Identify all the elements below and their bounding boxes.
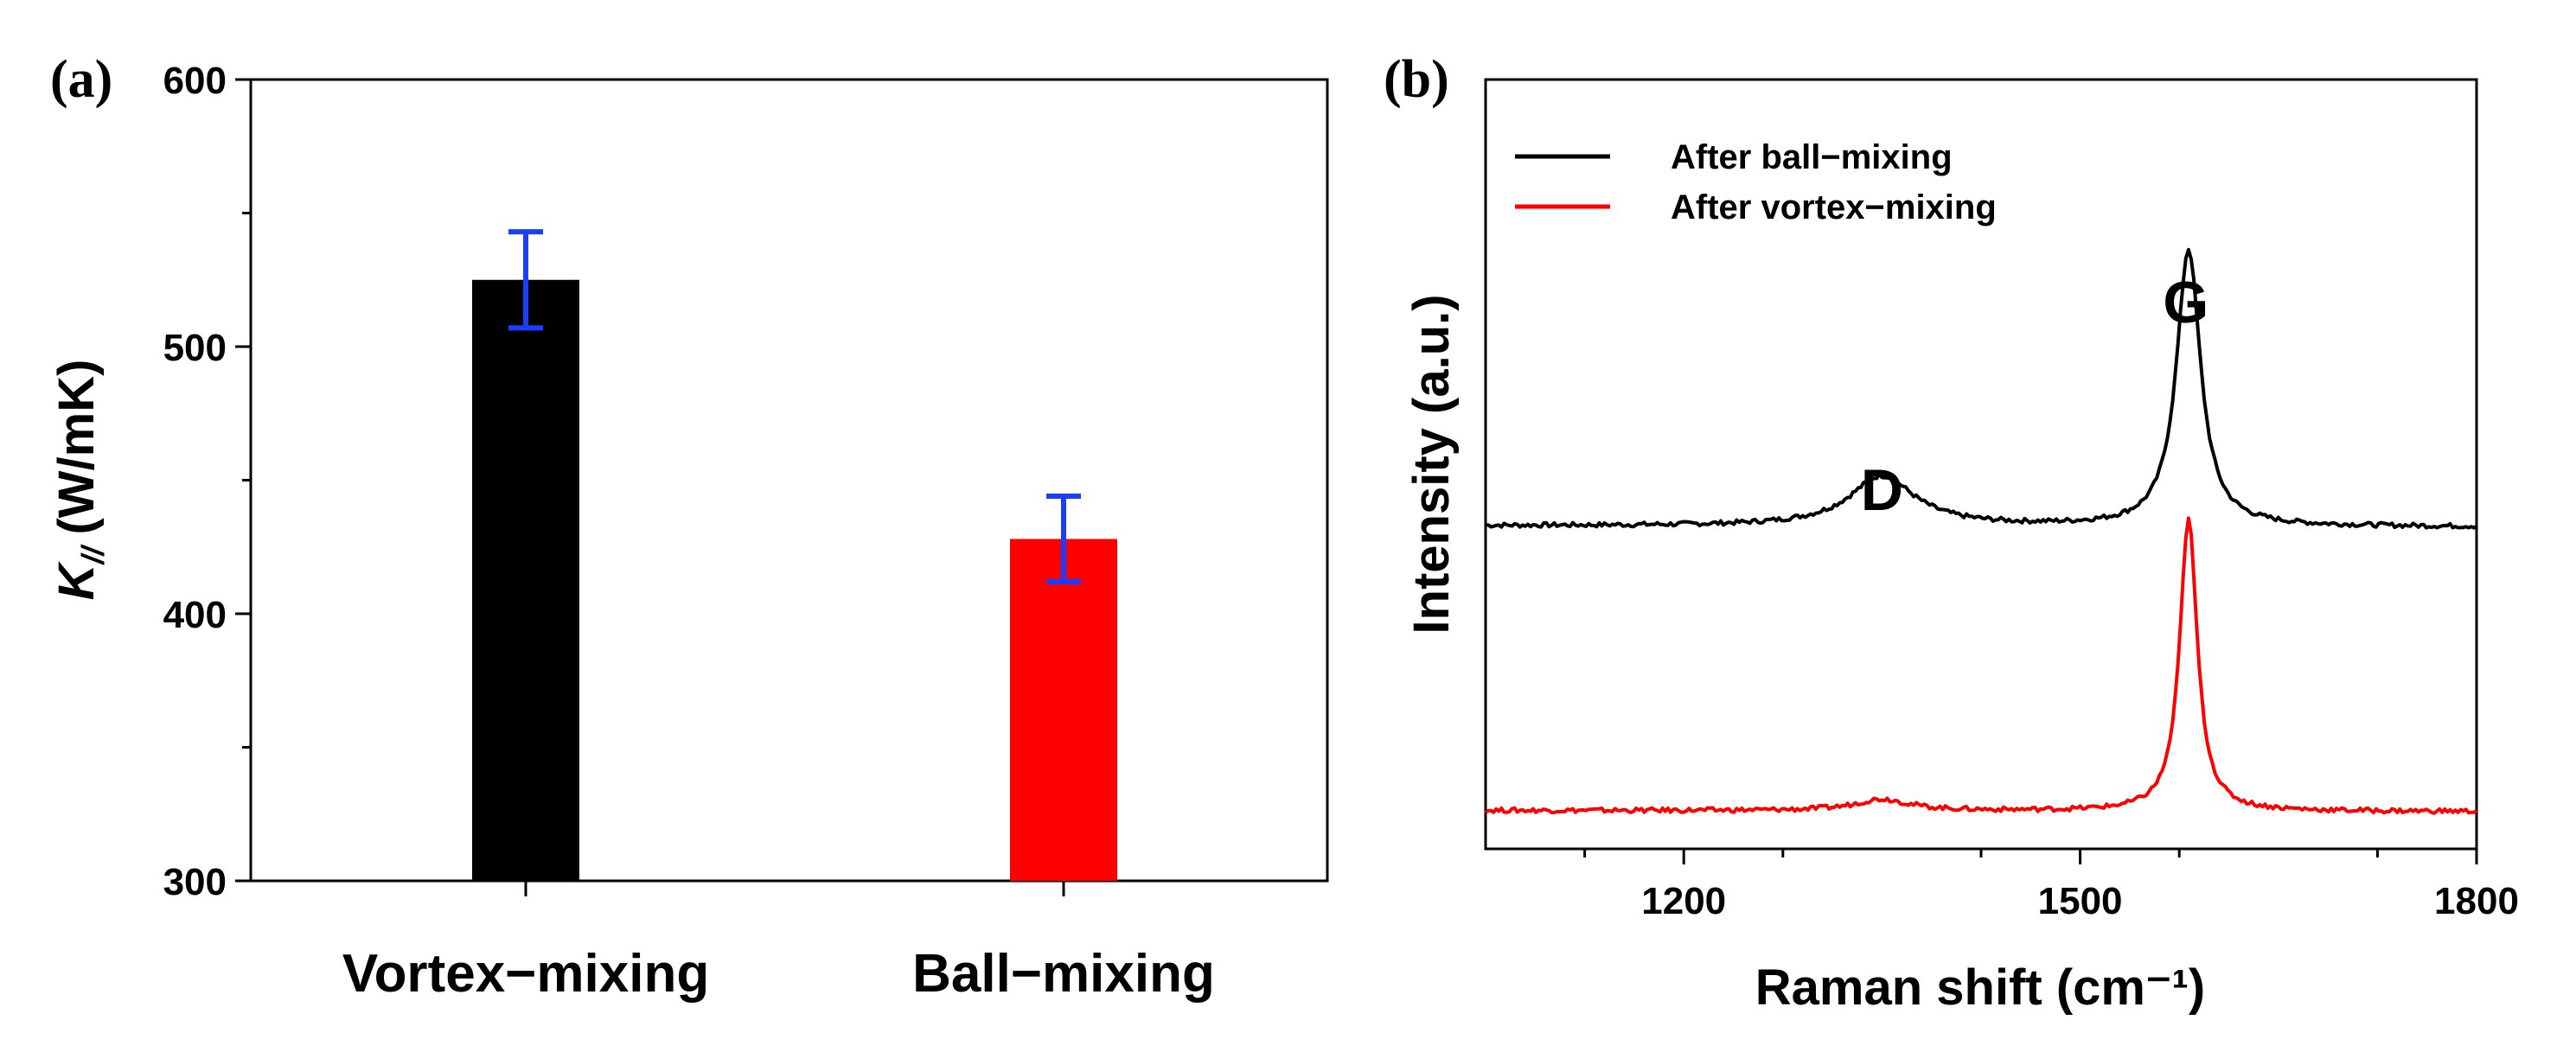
y-axis-symbol: K bbox=[48, 560, 105, 600]
peak-label-G: G bbox=[2163, 270, 2208, 335]
panel-a-bars bbox=[472, 229, 1117, 881]
bar-ball-mixing bbox=[1010, 539, 1117, 881]
spectrum-line-vortex-mixing bbox=[1484, 516, 2478, 815]
panel-a-x-axis: Vortex−mixing Ball−mixing bbox=[342, 881, 1215, 1004]
spectrum-line-ball-mixing bbox=[1485, 247, 2477, 530]
peak-label-D: D bbox=[1861, 457, 1903, 523]
panel-b-x-axis: 1200 1500 1800 bbox=[1583, 849, 2519, 922]
x-tick-label: 1500 bbox=[2038, 880, 2123, 922]
panel-a-y-axis-title: K// (W/mK) bbox=[48, 360, 111, 601]
panel-b-x-axis-title: Raman shift (cm⁻¹) bbox=[1755, 960, 2205, 1016]
legend-label: After ball−mixing bbox=[1671, 138, 1953, 176]
panel-b-raman-chart: (b) 1200 1500 1800 After ball−mixingAfter … bbox=[1384, 50, 2519, 1016]
y-tick-label: 600 bbox=[163, 60, 227, 102]
panel-b-spectra bbox=[1484, 247, 2478, 815]
y-tick-label: 500 bbox=[163, 327, 227, 369]
panel-b-y-axis-title: Intensity (a.u.) bbox=[1403, 294, 1460, 634]
panel-a-plot-frame bbox=[249, 78, 1329, 883]
legend-label: After vortex−mixing bbox=[1671, 188, 1997, 226]
y-tick-label: 300 bbox=[163, 861, 227, 903]
y-axis-subscript: // bbox=[75, 544, 111, 566]
y-tick-label: 400 bbox=[163, 594, 227, 636]
x-category-label: Ball−mixing bbox=[912, 944, 1215, 1004]
panel-b-label: (b) bbox=[1384, 50, 1449, 109]
bar-vortex-mixing bbox=[472, 279, 579, 881]
x-tick-label: 1200 bbox=[1641, 880, 1726, 922]
panel-b-peak-labels: DG bbox=[1861, 270, 2208, 523]
panel-a-bar-chart: (a) 300 400 500 600 Vortex−mixing Ball−mixin… bbox=[48, 50, 1329, 1004]
x-tick-label: 1800 bbox=[2434, 880, 2519, 922]
panel-b-legend: After ball−mixing After vortex−mixing bbox=[1515, 138, 1997, 226]
x-category-label: Vortex−mixing bbox=[342, 944, 709, 1004]
y-axis-unit: (W/mK) bbox=[48, 360, 105, 535]
panel-a-label: (a) bbox=[50, 50, 112, 109]
panel-a-y-axis: 300 400 500 600 bbox=[163, 60, 251, 903]
